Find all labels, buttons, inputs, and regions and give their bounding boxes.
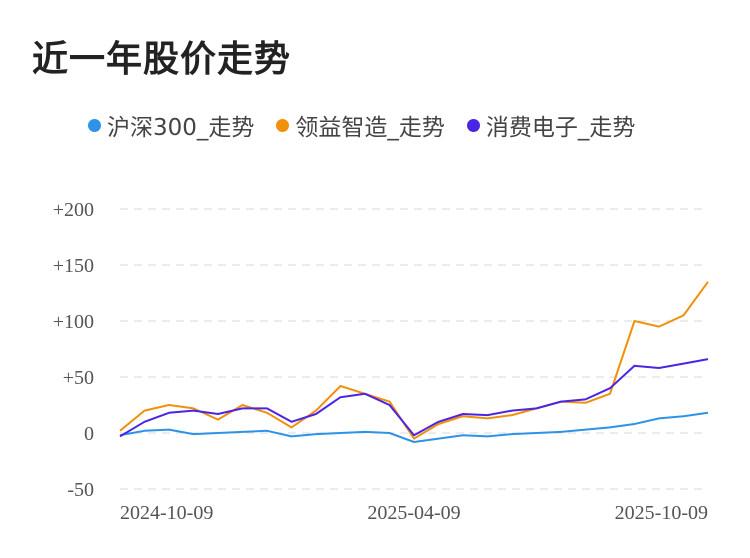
- legend-item-hs300[interactable]: 沪深300_走势: [88, 108, 254, 142]
- legend-label-hs300: 沪深300_走势: [107, 115, 255, 141]
- y-tick-label: +150: [53, 255, 94, 277]
- legend-dot-lingyi: [276, 118, 290, 132]
- legend-label-lingyi: 领益智造_走势: [295, 115, 445, 141]
- y-tick-label: +100: [53, 311, 94, 333]
- legend-dot-hs300: [88, 118, 101, 132]
- x-tick-label: 2024-10-09: [120, 502, 213, 524]
- series-line-1: [119, 281, 709, 440]
- x-tick-label: 2025-10-09: [615, 502, 708, 524]
- y-tick-label: +200: [53, 199, 94, 221]
- x-tick-label: 2025-04-09: [367, 502, 460, 524]
- legend-dot-consumer-electronics: [466, 118, 480, 132]
- series-line-2: [119, 358, 709, 438]
- chart-legend: 沪深300_走势 领益智造_走势 消费电子_走势: [88, 108, 657, 142]
- legend-item-lingyi[interactable]: 领益智造_走势: [276, 108, 445, 142]
- legend-item-consumer-electronics[interactable]: 消费电子_走势: [466, 108, 636, 142]
- chart-title: 近一年股价走势: [32, 39, 292, 80]
- series-line-0: [119, 411, 709, 443]
- y-tick-label: 0: [84, 423, 94, 445]
- y-tick-label: +50: [63, 367, 94, 389]
- legend-label-consumer-electronics: 消费电子_走势: [485, 115, 636, 141]
- y-tick-label: -50: [67, 479, 94, 501]
